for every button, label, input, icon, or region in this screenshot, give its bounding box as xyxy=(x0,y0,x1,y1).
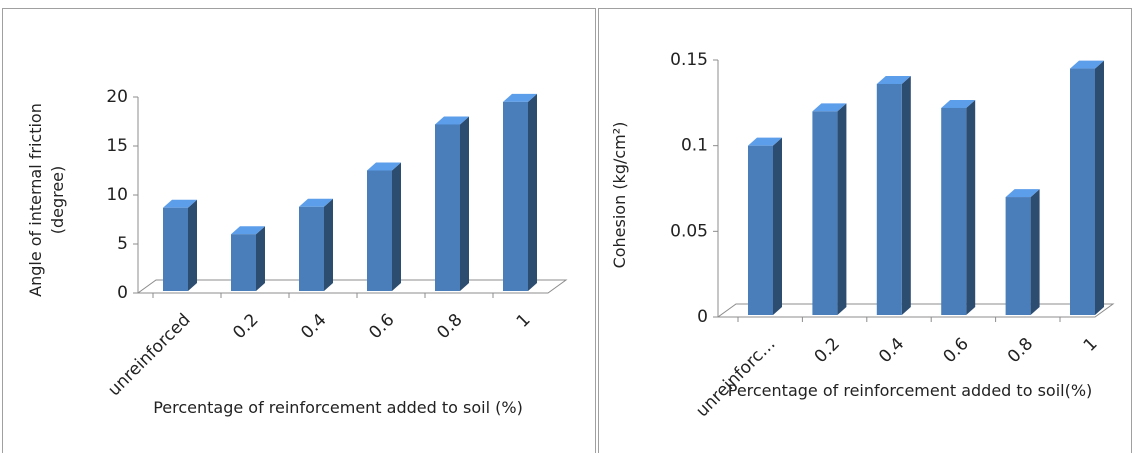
y-tick-label: 0.15 xyxy=(670,50,708,70)
bar-side xyxy=(460,116,469,291)
bar xyxy=(1070,68,1095,315)
bar-top xyxy=(163,199,197,208)
y-tick-label: 10 xyxy=(106,185,128,205)
bar xyxy=(435,124,460,291)
bar-top xyxy=(299,198,333,207)
chart-panel xyxy=(598,8,1132,453)
x-tick-label: unreinforc… xyxy=(692,334,779,421)
y-tick-label: 15 xyxy=(106,136,128,156)
bar-top xyxy=(231,226,265,235)
bar xyxy=(1005,197,1031,315)
bar-top xyxy=(503,93,537,102)
bar xyxy=(748,145,773,315)
y-axis-label: Cohesion (kg/cm²) xyxy=(610,121,629,269)
bar xyxy=(812,111,838,316)
bar-top xyxy=(435,116,469,125)
bar xyxy=(163,207,188,291)
bar-side xyxy=(324,198,333,291)
x-axis-label: Percentage of reinforcement added to soi… xyxy=(727,381,1093,400)
x-tick-label: 0.4 xyxy=(297,310,330,343)
bar-side xyxy=(1095,60,1104,315)
y-axis-label: Angle of internal friction (degree) xyxy=(26,103,67,297)
bar-side xyxy=(773,137,782,315)
bar-side xyxy=(392,162,401,291)
bar-side xyxy=(528,93,537,292)
bar xyxy=(299,206,324,291)
bar xyxy=(876,83,902,315)
y-tick-label: 20 xyxy=(106,87,128,107)
x-tick-label: unreinforced xyxy=(104,310,194,400)
x-tick-label: 0.8 xyxy=(433,310,466,343)
y-tick-label: 0 xyxy=(117,283,128,303)
bar-side xyxy=(188,199,197,291)
y-tick-label: 0 xyxy=(697,307,708,327)
bar-side xyxy=(256,226,265,291)
x-tick-label: 0.2 xyxy=(811,334,844,367)
x-tick-label: 1 xyxy=(1080,334,1102,356)
x-tick-label: 0.6 xyxy=(940,334,973,367)
x-tick-label: 0.8 xyxy=(1004,334,1037,367)
x-tick-label: 0.6 xyxy=(365,310,398,343)
bar-top xyxy=(748,137,782,146)
bar-side xyxy=(966,99,976,316)
chart-panel xyxy=(2,8,596,453)
bar-side xyxy=(1030,189,1040,315)
bar-top xyxy=(367,162,401,171)
bar xyxy=(941,107,967,316)
bar-top xyxy=(941,99,976,108)
bar-side xyxy=(901,75,911,315)
bar-top xyxy=(1005,189,1040,198)
bar-top xyxy=(812,103,847,112)
x-tick-label: 0.4 xyxy=(875,334,908,367)
y-tick-label: 5 xyxy=(117,234,128,254)
x-tick-label: 0.2 xyxy=(229,310,262,343)
y-tick-label: 0.05 xyxy=(670,221,708,241)
floor xyxy=(136,279,568,294)
bar-top xyxy=(876,75,911,84)
y-tick-label: 0.1 xyxy=(681,136,708,156)
bar xyxy=(367,170,392,291)
bar xyxy=(231,234,256,291)
bar xyxy=(503,101,528,292)
bar-top xyxy=(1070,60,1104,69)
bar-side xyxy=(837,103,847,316)
x-tick-label: 1 xyxy=(513,310,535,332)
x-axis-label: Percentage of reinforcement added to soi… xyxy=(153,398,523,417)
